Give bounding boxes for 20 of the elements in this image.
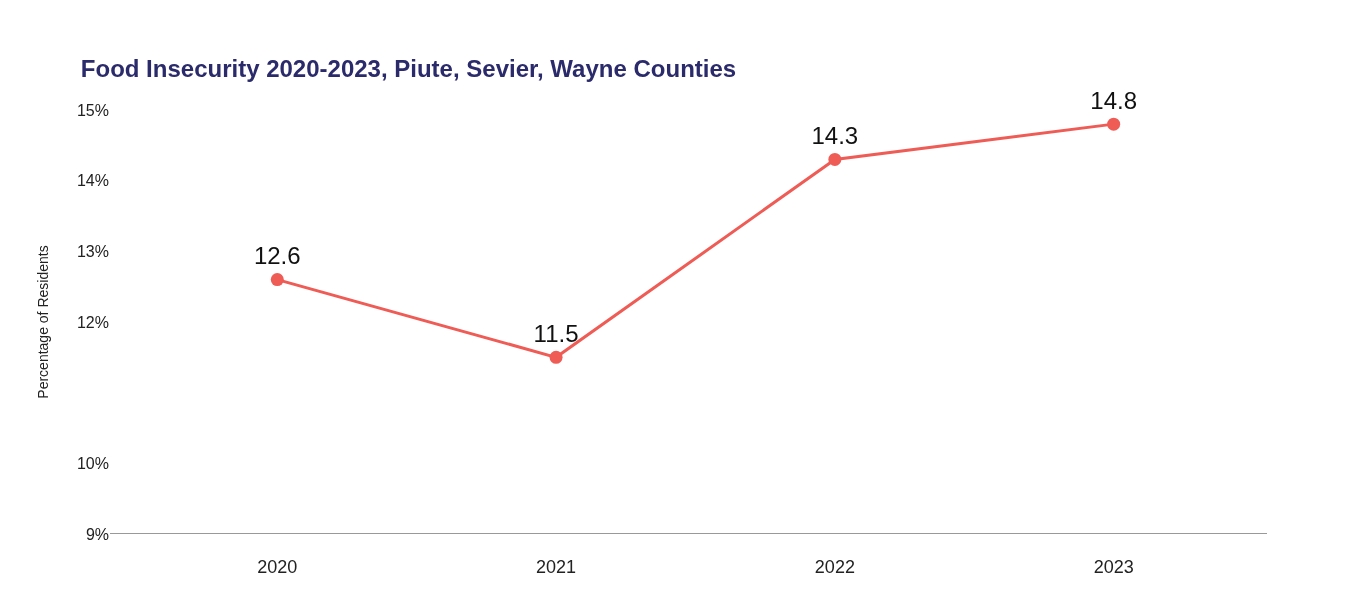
y-tick-label: 10% — [76, 454, 109, 472]
x-tick-label: 2021 — [536, 557, 577, 577]
y-tick-label: 15% — [76, 101, 109, 119]
data-label: 14.3 — [811, 122, 859, 150]
y-tick-label: 13% — [76, 242, 109, 260]
y-tick-label: 12% — [76, 313, 109, 331]
chart-title: Food Insecurity 2020-2023, Piute, Sevier, Wayne Counties — [80, 55, 737, 83]
data-label: 12.6 — [253, 242, 301, 270]
y-tick-label: 9% — [85, 525, 109, 543]
x-tick-label: 2020 — [257, 557, 298, 577]
point — [828, 152, 842, 166]
y-tick-label: 14% — [76, 172, 109, 190]
point — [1107, 117, 1121, 131]
point — [270, 273, 284, 287]
point — [549, 350, 563, 364]
x-tick-label: 2023 — [1093, 557, 1134, 577]
y-axis-title: Percentage of Residents — [34, 245, 51, 399]
data-label: 14.8 — [1090, 87, 1138, 115]
x-tick-label: 2022 — [814, 557, 855, 577]
data-label: 11.5 — [533, 320, 579, 348]
